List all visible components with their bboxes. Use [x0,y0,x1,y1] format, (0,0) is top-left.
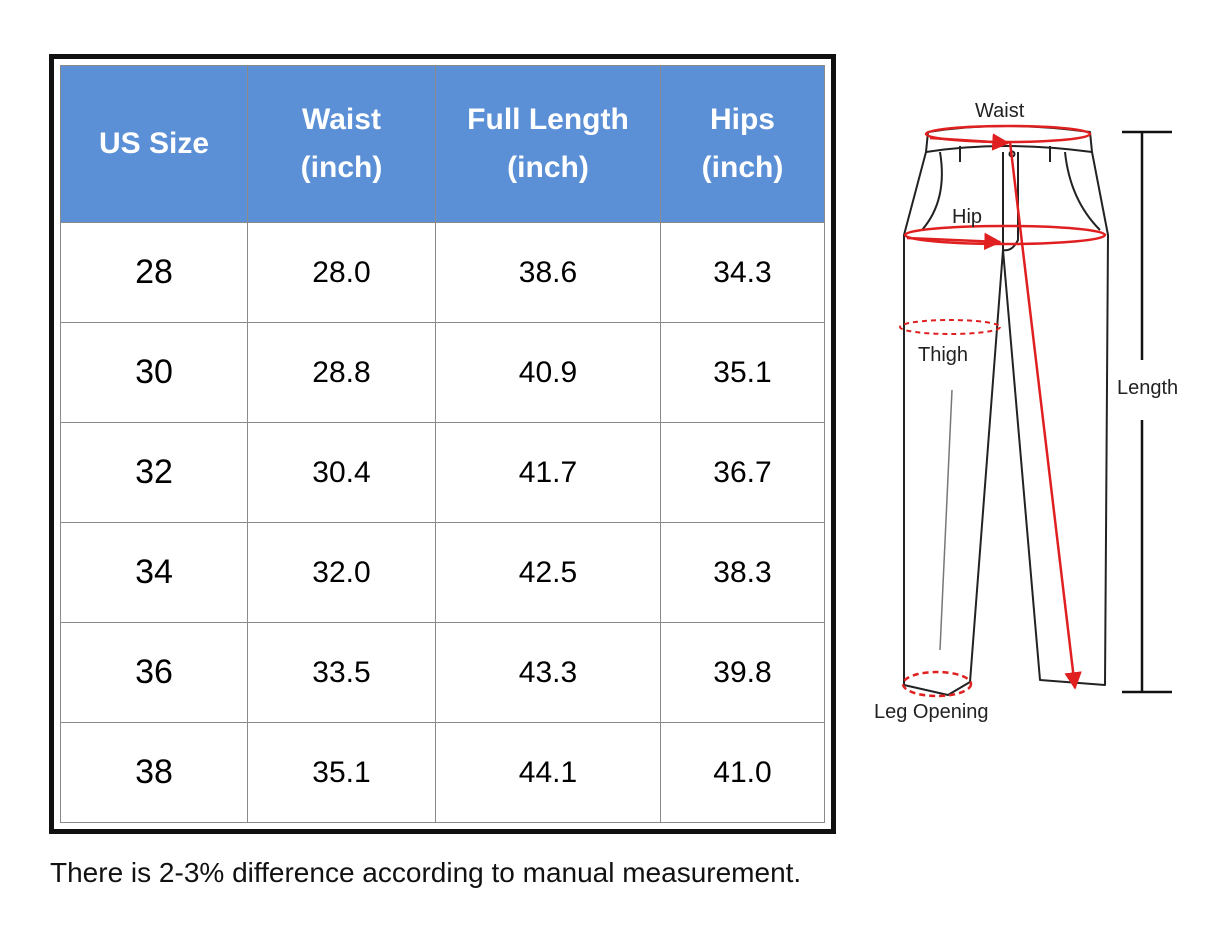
size-cell: 30 [60,322,248,423]
table-row: 32 30.4 41.7 36.7 [60,422,825,523]
hips-cell: 36.7 [660,422,825,523]
header-row: US Size Waist (inch) Full Length (inch) … [60,65,825,223]
header-hips: Hips (inch) [660,65,825,223]
header-hips-line-1: Hips [709,103,775,136]
leg-opening-label: Leg Opening [874,701,989,723]
thigh-measure-ring [899,319,1001,335]
hips-cell: 34.3 [660,222,825,323]
hips-cell: 35.1 [660,322,825,423]
header-hips-line-2: (inch) [701,151,784,184]
length-cell: 38.6 [435,222,661,323]
waist-cell: 28.8 [247,322,436,423]
size-cell: 36 [60,622,248,723]
size-cell: 32 [60,422,248,523]
thigh-label: Thigh [918,344,968,366]
waist-cell: 30.4 [247,422,436,523]
left-leg-shape [903,151,1004,696]
table-row: 28 28.0 38.6 34.3 [60,222,825,323]
waist-measure-arrow [929,133,1010,151]
length-measure-arrow [1008,141,1082,690]
size-table-frame: US Size Waist (inch) Full Length (inch) … [49,54,836,834]
right-leg-shape [1002,151,1109,686]
length-bracket [1122,130,1172,694]
length-cell: 42.5 [435,522,661,623]
leg-opening-measure-ring [901,670,973,698]
crease-line [939,389,953,651]
header-full-length-line-2: (inch) [507,151,589,184]
table-row: 34 32.0 42.5 38.3 [60,522,825,623]
hips-cell: 39.8 [660,622,825,723]
left-pocket-shape [921,151,943,231]
hips-cell: 41.0 [660,722,825,823]
waist-cell: 33.5 [247,622,436,723]
length-cell: 43.3 [435,622,661,723]
waist-cell: 28.0 [247,222,436,323]
hip-measure-ring [903,224,1107,246]
length-cell: 44.1 [435,722,661,823]
waist-label: Waist [975,100,1025,122]
right-pocket-shape [1064,151,1101,231]
measurement-note: There is 2-3% difference according to ma… [50,857,802,888]
header-waist: Waist (inch) [247,65,436,223]
table-row: 38 35.1 44.1 41.0 [60,722,825,823]
hip-label: Hip [952,206,982,228]
header-us-size-line-1: US Size [98,127,210,160]
size-cell: 34 [60,522,248,623]
length-cell: 40.9 [435,322,661,423]
waist-cell: 32.0 [247,522,436,623]
size-cell: 38 [60,722,248,823]
pants-measurement-diagram: Waist Hip Thigh Length Leg Opening [874,100,1178,723]
fly-shape [1002,152,1019,252]
waist-cell: 35.1 [247,722,436,823]
table-row: 36 33.5 43.3 39.8 [60,622,825,723]
length-label: Length [1117,377,1178,399]
header-us-size: US Size [60,65,248,223]
header-full-length-line-1: Full Length [467,103,629,136]
hip-measure-arrow [906,232,1002,251]
hips-cell: 38.3 [660,522,825,623]
size-cell: 28 [60,222,248,323]
header-waist-line-1: Waist [302,103,381,136]
size-table: US Size Waist (inch) Full Length (inch) … [60,65,825,823]
header-waist-line-2: (inch) [300,151,383,184]
header-full-length: Full Length (inch) [435,65,661,223]
pants-outline [903,125,1109,696]
table-row: 30 28.8 40.9 35.1 [60,322,825,423]
length-cell: 41.7 [435,422,661,523]
